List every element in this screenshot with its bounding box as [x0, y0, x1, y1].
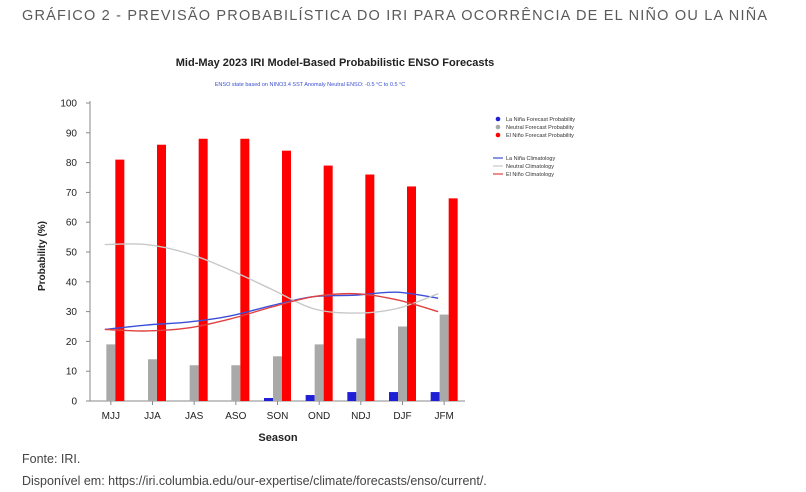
- legend-label: Neutral Climatology: [506, 164, 554, 170]
- y-tick-label: 80: [66, 158, 78, 169]
- x-tick-label: DJF: [393, 411, 411, 422]
- el-nino-bar: [282, 150, 291, 401]
- x-tick-label: JFM: [434, 411, 453, 422]
- neutral-bar: [148, 359, 157, 401]
- y-tick-label: 90: [66, 128, 78, 139]
- y-tick-label: 0: [71, 397, 77, 408]
- legend-marker: [495, 132, 501, 138]
- neutral-bar: [398, 326, 407, 401]
- neutral-bar: [231, 365, 241, 401]
- la-nina-climatology-line: [104, 291, 439, 331]
- neutral-bar: [439, 314, 449, 401]
- plot-area: 0 10 20 30 40 50 60 70 80 90 100 MJJ JJA JAS ASO SON OND…: [60, 99, 465, 422]
- legend-label: El Niño Forecast Probability: [506, 133, 574, 139]
- x-tick-label: JJA: [144, 411, 161, 422]
- x-tick-label: MJJ: [102, 411, 120, 422]
- x-tick-label: NDJ: [351, 411, 370, 422]
- y-tick-label: 30: [66, 307, 78, 318]
- x-axis-title: Season: [258, 432, 297, 444]
- el-nino-bar: [365, 174, 375, 401]
- y-tick-label: 70: [66, 188, 78, 199]
- x-tick-label: OND: [308, 411, 330, 422]
- el-nino-bar: [448, 198, 458, 401]
- y-tick-label: 100: [60, 99, 77, 110]
- el-nino-bar: [157, 144, 166, 401]
- chart-legend: La Niña Forecast Probability Neutral Fore…: [493, 116, 575, 178]
- el-nino-bar: [198, 138, 208, 401]
- legend-label: La Niña Climatology: [506, 156, 555, 162]
- la-nina-bar: [305, 395, 315, 401]
- source-link: Disponível em: https://iri.columbia.edu/…: [22, 474, 487, 488]
- neutral-bar: [189, 365, 199, 401]
- neutral-climatology-line: [104, 243, 439, 314]
- el-nino-bar: [240, 138, 250, 401]
- la-nina-bar: [347, 392, 357, 401]
- legend-label: El Niño Climatology: [506, 172, 554, 178]
- chart-title: Mid-May 2023 IRI Model-Based Probabilist…: [176, 57, 494, 69]
- y-tick-label: 60: [66, 218, 78, 229]
- source-credit: Fonte: IRI.: [22, 452, 81, 466]
- legend-label: Neutral Forecast Probability: [506, 125, 574, 131]
- la-nina-bar: [389, 392, 398, 401]
- neutral-bar: [273, 356, 282, 401]
- el-nino-climatology-line: [104, 292, 439, 332]
- figure-heading: GRÁFICO 2 - PREVISÃO PROBABILÍSTICA DO I…: [22, 8, 769, 24]
- el-nino-bar: [115, 159, 125, 401]
- legend-marker: [495, 124, 501, 130]
- la-nina-bar: [264, 398, 273, 401]
- el-nino-bar: [323, 165, 333, 401]
- y-axis-title: Probability (%): [37, 221, 48, 291]
- x-tick-label: JAS: [185, 411, 204, 422]
- legend-marker: [495, 116, 501, 122]
- y-tick-label: 10: [66, 367, 78, 378]
- y-tick-label: 50: [66, 248, 78, 259]
- la-nina-bar: [430, 392, 440, 401]
- chart-subtitle: ENSO state based on NINO3.4 SST Anomaly …: [215, 82, 405, 88]
- y-tick-label: 20: [66, 337, 78, 348]
- x-tick-label: SON: [267, 411, 289, 422]
- neutral-bar: [356, 338, 366, 401]
- neutral-bar: [106, 344, 116, 401]
- neutral-bar: [314, 344, 324, 401]
- x-tick-label: ASO: [225, 411, 246, 422]
- y-tick-label: 40: [66, 277, 78, 288]
- legend-label: La Niña Forecast Probability: [506, 117, 575, 123]
